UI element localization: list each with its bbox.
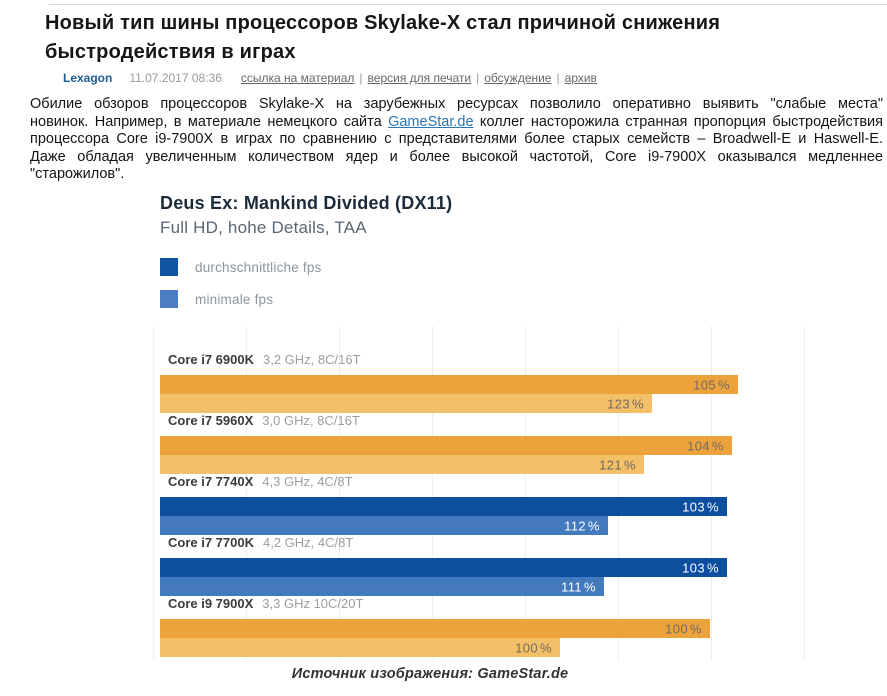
image-source-caption: Источник изображения: GameStar.de [291,666,569,682]
category-name: Core i7 6900K [168,352,254,367]
article-link[interactable]: ссылка на материал [240,71,355,85]
gamestar-link[interactable]: GameStar.de [388,113,474,130]
bar-avg: 100% [160,619,710,638]
bar-value-label: 103% [682,560,719,575]
category-spec: 4,2 GHz, 4C/8T [263,535,354,550]
article-link[interactable]: архив [564,71,597,85]
category-spec: 4,3 GHz, 4C/8T [262,474,353,489]
link-separator: | [476,71,480,85]
bar-value-label: 103% [682,499,719,514]
legend-swatch-minimum-icon [160,290,178,308]
bar-value-label: 104% [687,438,724,453]
bar-value-label: 100% [515,640,552,655]
bar-min: 121% [160,455,644,474]
bar-group: Core i7 6900K 3,2 GHz, 8C/16T 105% 123% [153,352,880,413]
article-title: Новый тип шины процессоров Skylake-X ста… [45,12,721,63]
percent-unit: % [707,560,719,575]
legend-label-average: durchschnittliche fps [195,259,322,275]
bar-group: Core i9 7900X 3,3 GHz 10C/20T 100% 100% [153,596,880,657]
article-link[interactable]: обсуждение [484,71,552,85]
bar-avg: 103% [160,558,727,577]
category-label: Core i7 7740X 4,3 GHz, 4C/8T [153,474,880,490]
bar-value-label: 121% [599,457,636,472]
link-separator: | [556,71,560,85]
legend-label-minimum: minimale fps [195,291,274,307]
bar-group: Core i7 5960X 3,0 GHz, 8C/16T 104% 121% [153,413,880,474]
legend-item-minimum-fps: minimale fps [160,290,322,308]
percent-unit: % [690,621,702,636]
bar-min: 100% [160,638,560,657]
category-label: Core i7 6900K 3,2 GHz, 8C/16T [153,352,880,368]
category-label: Core i9 7900X 3,3 GHz 10C/20T [153,596,880,612]
percent-unit: % [712,438,724,453]
bar-value-label: 123% [607,396,644,411]
link-separator: | [359,71,363,85]
percent-unit: % [718,377,730,392]
category-name: Core i7 7700K [168,535,254,550]
bar-value-label: 112% [564,518,600,533]
chart-title: Deus Ex: Mankind Divided (DX11) [160,193,453,213]
chart-subtitle: Full HD, hohe Details, TAA [160,218,367,237]
category-spec: 3,2 GHz, 8C/16T [263,352,361,367]
bar-group: Core i7 7700K 4,2 GHz, 4C/8T 103% 111% [153,535,880,596]
article-links: ссылка на материал | версия для печати | обс… [241,71,597,85]
chart-legend: durchschnittliche fps minimale fps [160,258,322,322]
category-name: Core i7 5960X [168,413,254,428]
percent-unit: % [584,579,596,594]
category-label: Core i7 5960X 3,0 GHz, 8C/16T [153,413,880,429]
paragraph-text-before: Обилие обзоров процессоров Skylake-X на … [30,96,883,130]
percent-unit: % [540,640,552,655]
article-link[interactable]: версия для печати [367,71,472,85]
article-paragraph: Обилие обзоров процессоров Skylake-X на … [30,96,883,184]
bar-avg: 105% [160,375,738,394]
bar-value-label: 105% [693,377,730,392]
bar-min: 123% [160,394,652,413]
bar-group: Core i7 7740X 4,3 GHz, 4C/8T 103% 112% [153,474,880,535]
legend-item-average-fps: durchschnittliche fps [160,258,322,276]
category-name: Core i9 7900X [168,596,254,611]
category-spec: 3,0 GHz, 8C/16T [262,413,360,428]
publish-date: 11.07.2017 08:36 [129,71,222,85]
top-divider [49,4,887,5]
legend-swatch-average-icon [160,258,178,276]
category-spec: 3,3 GHz 10C/20T [262,596,364,611]
bar-avg: 103% [160,497,727,516]
chart-plot: Core i7 6900K 3,2 GHz, 8C/16T 105% 123% Core… [153,326,880,660]
percent-unit: % [624,457,636,472]
bar-avg: 104% [160,436,732,455]
percent-unit: % [632,396,644,411]
bar-min: 112% [160,516,608,535]
bar-min: 111% [160,577,604,596]
byline: Lexagon 11.07.2017 08:36 ссылка на материа… [63,71,597,85]
category-label: Core i7 7700K 4,2 GHz, 4C/8T [153,535,880,551]
bar-value-label: 100% [665,621,702,636]
paragraph-text-after: коллег насторожила странная пропорция бы… [30,113,883,183]
author-link[interactable]: Lexagon [63,71,113,85]
percent-unit: % [707,499,719,514]
bar-value-label: 111% [561,579,596,594]
percent-unit: % [588,518,600,533]
category-name: Core i7 7740X [168,474,254,489]
